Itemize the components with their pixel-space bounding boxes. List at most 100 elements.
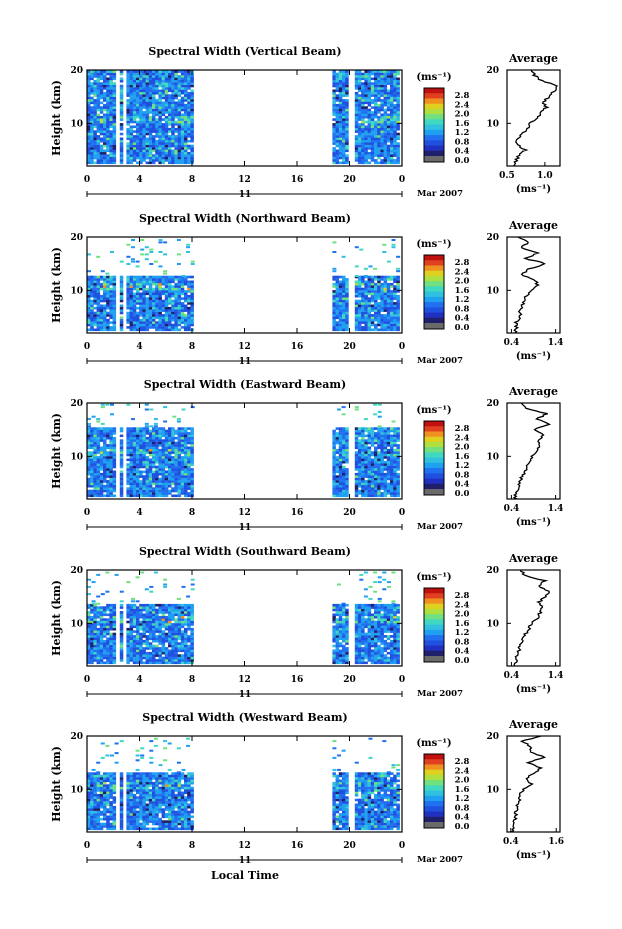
heatmap-cell [96, 285, 101, 288]
heatmap-cell [332, 267, 337, 270]
heatmap-cell [332, 127, 336, 131]
heatmap-cell [119, 149, 124, 153]
heatmap-cell [367, 70, 372, 73]
heatmap-cell [87, 444, 91, 447]
heatmap-cell [93, 108, 97, 112]
heatmap-cell [132, 484, 137, 488]
heatmap-cell [357, 432, 362, 435]
heatmap-cell [396, 446, 400, 450]
heatmap-cell [129, 77, 134, 81]
heatmap-cell [155, 147, 159, 150]
heatmap-cell [90, 147, 94, 150]
heatmap-cell [99, 649, 104, 653]
heatmap-cell [335, 482, 340, 486]
heatmap-cell [109, 106, 113, 109]
heatmap-cell [158, 460, 162, 464]
heatmap-cell [171, 275, 175, 279]
heatmap-cell [383, 487, 388, 490]
heatmap-cell [377, 482, 381, 486]
heatmap-cell [106, 70, 110, 73]
heatmap-cell [342, 429, 346, 433]
heatmap-cell [112, 659, 117, 662]
heatmap-cell [99, 448, 104, 452]
heatmap-cell [161, 465, 166, 469]
heatmap-cell [158, 111, 162, 114]
heatmap-cell [396, 318, 400, 322]
heatmap-cell [148, 477, 153, 481]
heatmap-cell [187, 321, 191, 324]
heatmap-cell [90, 302, 94, 305]
heatmap-cell [129, 451, 134, 454]
heatmap-cell [383, 125, 388, 129]
heatmap-cell [129, 326, 134, 329]
heatmap-cell [374, 111, 378, 114]
heatmap-cell [174, 306, 178, 310]
heatmap-cell [187, 484, 191, 488]
heatmap-cell [132, 429, 137, 433]
heatmap-cell [386, 149, 391, 153]
heatmap-cell [96, 328, 101, 332]
heatmap-cell [148, 446, 153, 450]
heatmap-cell [377, 434, 381, 438]
heatmap-cell [155, 135, 159, 138]
heatmap-cell [161, 326, 166, 329]
heatmap-cell [136, 444, 140, 447]
heatmap-cell [367, 439, 372, 442]
heatmap-cell [357, 304, 362, 308]
heatmap-cell [103, 96, 107, 100]
heatmap-cell [136, 101, 140, 105]
heatmap-cell [142, 627, 146, 631]
heatmap-cell [119, 96, 124, 100]
heatmap-cell [187, 75, 191, 78]
heatmap-cell [354, 130, 359, 133]
heatmap-cell [126, 482, 130, 486]
heatmap-cell [145, 292, 150, 296]
heatmap-cell [374, 299, 378, 303]
heatmap-cell [161, 147, 166, 150]
heatmap-cell [99, 278, 104, 281]
heatmap-cell [119, 480, 124, 483]
heatmap-cell [390, 328, 394, 332]
heatmap-cell [345, 482, 349, 486]
heatmap-cell [145, 642, 150, 645]
heatmap-cell [354, 265, 359, 268]
heatmap-cell [158, 477, 162, 481]
heatmap-cell [90, 446, 94, 450]
heatmap-cell [177, 282, 182, 286]
heatmap-cell [354, 446, 359, 450]
heatmap-cell [112, 91, 117, 95]
heatmap-cell [176, 418, 181, 421]
heatmap-cell [393, 460, 397, 464]
heatmap-cell [90, 627, 94, 631]
heatmap-cell [93, 651, 97, 655]
heatmap-cell [158, 241, 163, 244]
colorbar-tick-label: 2.0 [455, 443, 470, 453]
x-tick-label: 8 [189, 175, 195, 185]
heatmap-cell [361, 139, 365, 143]
heatmap-cell [386, 123, 391, 126]
heatmap-cell [148, 161, 153, 165]
heatmap-cell [132, 456, 137, 459]
heatmap-cell [342, 290, 346, 293]
heatmap-cell [187, 159, 191, 162]
heatmap-cell [142, 311, 146, 315]
heatmap-cell [335, 99, 340, 102]
heatmap-cell [145, 94, 150, 97]
colorbar-tick-label: 0.0 [455, 323, 470, 333]
heatmap-cell [181, 408, 186, 411]
heatmap-cell [374, 323, 378, 327]
heatmap-cell [99, 642, 104, 645]
heatmap-cell [90, 96, 94, 100]
heatmap-cell [332, 161, 336, 165]
heatmap-cell [180, 302, 185, 305]
heatmap-cell [396, 326, 400, 329]
heatmap-cell [357, 448, 362, 452]
heatmap-cell [190, 477, 194, 481]
heatmap-cell [158, 482, 162, 486]
heatmap-cell [93, 654, 97, 657]
heatmap-cell [370, 139, 375, 143]
heatmap-cell [161, 87, 166, 90]
heatmap-cell [396, 484, 400, 488]
heatmap-cell [174, 149, 178, 153]
heatmap-cell [119, 77, 124, 81]
